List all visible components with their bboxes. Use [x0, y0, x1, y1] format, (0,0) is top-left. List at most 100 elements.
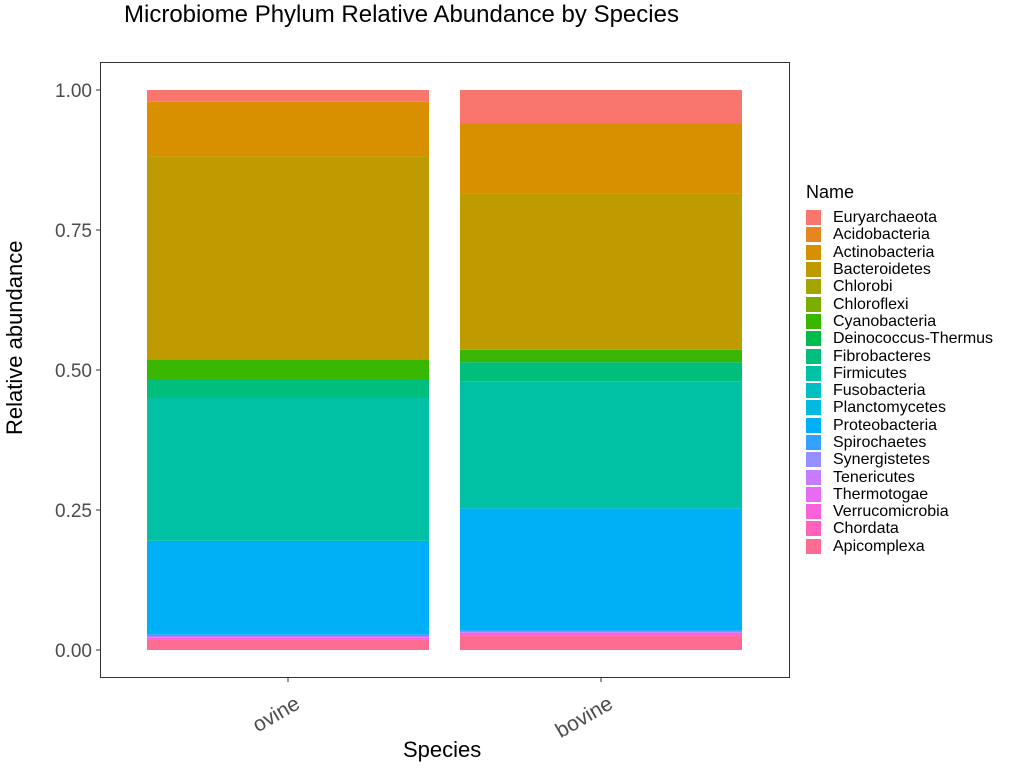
legend-title: Name	[806, 182, 855, 202]
legend-swatch	[806, 521, 821, 537]
legend-swatch	[806, 504, 821, 520]
bar-segment-ovine-apicomplexa	[147, 639, 429, 650]
legend-swatch	[806, 227, 821, 243]
legend-swatch	[806, 313, 821, 329]
legend-item: Fusobacteria	[806, 382, 993, 399]
y-axis-label: Relative abundance	[2, 240, 27, 435]
bar-segment-ovine-spirochaetes	[147, 634, 429, 636]
legend-swatch	[806, 383, 821, 399]
legend-label: Cyanobacteria	[833, 312, 937, 330]
legend-item: Thermotogae	[806, 486, 993, 503]
legend-item: Fibrobacteres	[806, 347, 993, 365]
x-axis: ovine bovine	[249, 677, 617, 743]
legend-swatch	[806, 365, 821, 381]
y-tick-label: 0.50	[55, 361, 92, 382]
legend-item: Cyanobacteria	[806, 313, 993, 330]
legend-item: Apicomplexa	[806, 538, 993, 555]
y-tick-label: 1.00	[55, 81, 92, 102]
legend-item: Verrucomicrobia	[806, 503, 993, 520]
bar-segment-ovine-firmicutes	[147, 398, 429, 541]
legend-swatch	[806, 538, 821, 554]
bar-segment-bovine-euryarchaeota	[460, 90, 742, 124]
legend-label: Euryarchaeota	[833, 209, 938, 227]
bar-segment-ovine-tenericutes	[147, 636, 429, 638]
legend-item: Bacteroidetes	[806, 261, 993, 278]
legend-item: Euryarchaeota	[806, 209, 993, 226]
legend-item: Chlorobi	[806, 278, 993, 295]
legend-label: Planctomycetes	[833, 399, 946, 417]
legend-item: Spirochaetes	[806, 434, 993, 451]
legend-item: Actinobacteria	[806, 244, 993, 261]
bar-segment-bovine-proteobacteria	[460, 508, 742, 631]
legend-swatch	[806, 435, 821, 450]
legend-swatch	[806, 469, 821, 485]
y-tick-label: 0.25	[55, 501, 92, 522]
legend-swatch	[806, 296, 821, 312]
legend-label: Chlorobi	[833, 278, 893, 296]
bar-segment-ovine-cyanobacteria	[147, 359, 429, 380]
legend-label: Synergistetes	[833, 451, 930, 469]
bar-segment-bovine-verrucomicrobia	[460, 632, 742, 636]
legend-swatch	[806, 400, 821, 416]
legend-swatch	[806, 279, 821, 295]
chart-title: Microbiome Phylum Relative Abundance by …	[124, 1, 679, 28]
legend-item: Proteobacteria	[806, 417, 993, 434]
legend-swatch	[806, 210, 821, 226]
legend-label: Spirochaetes	[833, 434, 927, 451]
bar-segment-ovine-verrucomicrobia	[147, 637, 429, 640]
legend-item: Deinococcus-Thermus	[806, 330, 993, 347]
legend-item: Planctomycetes	[806, 399, 993, 416]
bar-segment-bovine-firmicutes	[460, 381, 742, 509]
legend-item: Firmicutes	[806, 365, 993, 382]
legend-label: Fibrobacteres	[833, 347, 931, 365]
legend-swatch	[806, 452, 821, 468]
bar-segment-ovine-proteobacteria	[147, 540, 429, 635]
legend-label: Bacteroidetes	[833, 261, 931, 279]
legend-label: Proteobacteria	[833, 416, 938, 434]
plot-panel-border	[100, 62, 790, 678]
bars-layer	[147, 90, 742, 650]
legend-label: Firmicutes	[833, 364, 907, 382]
legend-label: Tenericutes	[833, 468, 915, 486]
legend-items: Euryarchaeota Acidobacteria Actinobacteria…	[806, 209, 993, 555]
legend-swatch	[806, 486, 821, 502]
bar-segment-ovine-actinobacteria	[147, 101, 429, 157]
legend-item: Chloroflexi	[806, 295, 993, 313]
legend-item: Synergistetes	[806, 451, 993, 468]
bar-segment-ovine-euryarchaeota	[147, 90, 429, 102]
legend-label: Acidobacteria	[833, 226, 930, 244]
x-axis-label: Species	[403, 737, 482, 762]
legend-label: Verrucomicrobia	[833, 503, 949, 521]
legend-swatch	[806, 348, 821, 364]
legend-item: Acidobacteria	[806, 226, 993, 243]
y-axis: 0.00 0.25 0.50 0.75 1.00	[55, 81, 100, 662]
y-tick-label: 0.00	[55, 641, 92, 662]
legend-label: Chloroflexi	[833, 295, 909, 313]
legend-item: Chordata	[806, 520, 993, 537]
legend-label: Apicomplexa	[833, 537, 925, 555]
legend-label: Thermotogae	[833, 485, 929, 503]
legend-swatch	[806, 331, 821, 347]
bar-segment-bovine-tenericutes	[460, 631, 742, 633]
x-tick-label-bovine: bovine	[552, 692, 617, 743]
legend-item: Tenericutes	[806, 468, 993, 486]
bar-segment-bovine-cyanobacteria	[460, 349, 742, 363]
legend-label: Chordata	[833, 520, 899, 538]
legend-label: Fusobacteria	[833, 382, 926, 400]
bar-segment-bovine-bacteroidetes	[460, 193, 742, 350]
bar-segment-bovine-actinobacteria	[460, 123, 742, 194]
bar-segment-ovine-bacteroidetes	[147, 156, 429, 360]
bar-segment-ovine-fibrobacteres	[147, 379, 429, 398]
bar-segment-bovine-fibrobacteres	[460, 362, 742, 382]
legend-swatch	[806, 262, 821, 278]
y-tick-label: 0.75	[55, 221, 92, 242]
legend: Name Euryarchaeota Acidobacteria Actinobac…	[806, 180, 993, 555]
legend-swatch	[806, 417, 821, 433]
bar-segment-bovine-spirochaetes	[460, 630, 742, 632]
legend-swatch	[806, 244, 821, 260]
bar-segment-bovine-apicomplexa	[460, 635, 742, 650]
legend-label: Deinococcus-Thermus	[833, 330, 994, 348]
legend-label: Actinobacteria	[833, 243, 935, 261]
x-tick-label-ovine: ovine	[249, 692, 304, 737]
